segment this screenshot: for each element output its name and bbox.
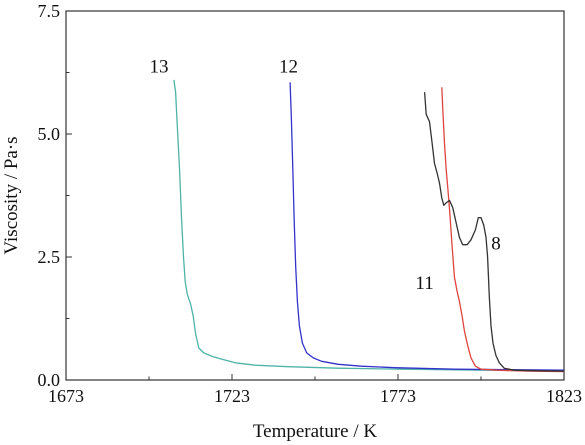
x-axis-title: Temperature / K	[253, 421, 378, 442]
y-tick-label: 5.0	[38, 124, 61, 144]
x-tick-label: 1673	[48, 386, 84, 406]
curve-label-11: 11	[415, 273, 433, 294]
series-line-11	[441, 87, 565, 373]
tick-labels: 1673 1723 1773 1823 0.0 2.5 5.0 7.5	[38, 1, 583, 406]
curve-label-13: 13	[149, 57, 168, 78]
y-tick-label: 7.5	[38, 1, 61, 21]
series-lines	[173, 79, 565, 373]
x-tick-label: 1723	[214, 386, 250, 406]
series-line-13	[173, 79, 565, 372]
axes-frame	[65, 10, 565, 381]
tick-marks	[65, 10, 565, 381]
x-tick-label: 1773	[380, 386, 416, 406]
curve-label-12: 12	[279, 57, 298, 78]
curve-labels: 13 12 11 8	[149, 57, 500, 294]
y-tick-label: 0.0	[38, 370, 61, 390]
series-line-8	[423, 92, 565, 372]
plot-area	[65, 10, 565, 381]
y-tick-label: 2.5	[38, 247, 61, 267]
curve-label-8: 8	[491, 234, 501, 255]
y-axis-title: Viscosity / Pa·s	[1, 136, 22, 254]
x-tick-label: 1823	[546, 386, 582, 406]
series-line-12	[289, 82, 565, 371]
